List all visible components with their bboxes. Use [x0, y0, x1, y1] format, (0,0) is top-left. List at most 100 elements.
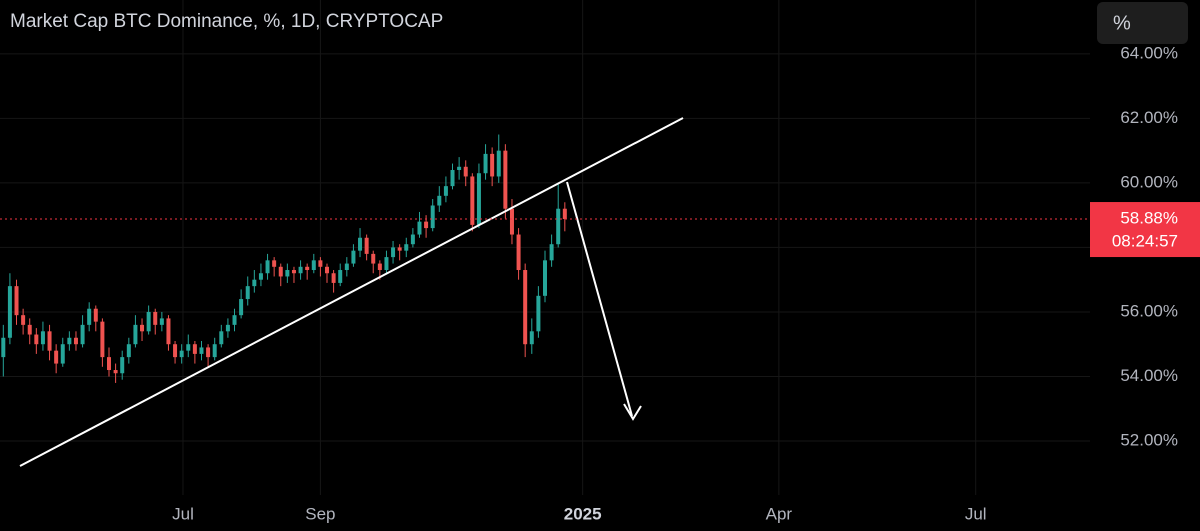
candles [1, 134, 567, 383]
candle-body [126, 344, 131, 358]
scale-button[interactable] [1097, 2, 1188, 44]
candle-body [265, 260, 270, 274]
candle-body [159, 318, 164, 325]
y-tick-label: 52.00% [1120, 430, 1178, 449]
candle-body [305, 266, 310, 271]
candle-body [457, 166, 462, 171]
y-tick-label: 54.00% [1120, 366, 1178, 385]
candle-body [430, 205, 435, 229]
candle-body [463, 166, 468, 177]
arrow-head [623, 403, 642, 421]
candle-body [113, 370, 118, 374]
candle-body [325, 266, 329, 274]
candle-body [186, 344, 191, 351]
candle-body [179, 350, 184, 358]
candle-body [107, 357, 111, 371]
candle-body [245, 286, 250, 300]
candle-body [523, 270, 528, 345]
candle-body [232, 315, 237, 325]
candle-body [424, 221, 429, 229]
candle-body [338, 270, 343, 283]
candle-body [272, 260, 277, 267]
candle-body [80, 324, 85, 345]
candle-body [285, 270, 290, 277]
candle-body [60, 344, 65, 364]
candle-body [219, 331, 224, 345]
chart-title: Market Cap BTC Dominance, %, 1D, CRYPTOC… [10, 11, 443, 32]
x-tick-label: 2025 [564, 504, 602, 523]
y-tick-label: 56.00% [1120, 301, 1178, 320]
candle-body [166, 318, 171, 345]
y-tick-label: 64.00% [1120, 43, 1178, 62]
candle-body [391, 247, 396, 258]
candle-body [14, 286, 19, 316]
candle-body [509, 208, 514, 235]
candle-body [1, 337, 6, 358]
candle-body [278, 266, 283, 277]
candle-body [562, 208, 567, 220]
last-price-box [1090, 202, 1200, 258]
grid [0, 0, 1090, 495]
candle-body [153, 311, 158, 325]
candle-body [120, 357, 125, 374]
candle-body [384, 257, 389, 271]
candle-body [556, 208, 561, 245]
candle-body [192, 344, 197, 354]
candle-body [516, 234, 521, 271]
candle-body [496, 150, 501, 177]
candle-body [225, 324, 230, 332]
candle-body [40, 331, 45, 345]
candle-body [331, 273, 336, 283]
candle-body [21, 315, 26, 325]
candle-body [417, 221, 422, 235]
candle-body [529, 331, 534, 345]
x-tick-label: Apr [766, 504, 793, 523]
candle-body [344, 263, 349, 271]
candle-body [27, 324, 32, 335]
candle-body [470, 176, 475, 225]
candle-body [377, 263, 382, 271]
candle-body [536, 295, 541, 332]
candle-body [291, 270, 296, 274]
candle-body [298, 266, 303, 274]
x-tick-label: Jul [965, 504, 987, 523]
candle-body [358, 237, 363, 251]
candle-body [212, 344, 217, 358]
candle-body [437, 195, 442, 206]
candle-body [140, 324, 145, 332]
candle-body [483, 153, 488, 174]
candle-body [239, 299, 244, 316]
trend-line [19, 117, 684, 467]
candle-body [371, 253, 376, 264]
candle-body [404, 244, 409, 251]
candle-body [410, 234, 415, 245]
candle-body [318, 260, 323, 267]
candle-body [54, 350, 59, 364]
candle-body [199, 347, 204, 354]
countdown-label: 08:24:57 [1112, 232, 1178, 251]
candle-body [476, 173, 481, 225]
candle-body [258, 273, 263, 280]
candle-body [146, 311, 151, 332]
candle-body [87, 308, 92, 325]
x-tick-label: Sep [305, 504, 335, 523]
candle-body [490, 153, 495, 177]
candle-body [7, 286, 12, 338]
candle-body [549, 244, 554, 261]
candle-body [543, 260, 547, 296]
candle-body [311, 260, 316, 271]
candle-body [173, 344, 178, 358]
candle-body [67, 337, 72, 345]
candle-body [93, 308, 98, 322]
candle-body [397, 247, 402, 251]
candle-body [34, 334, 39, 345]
candle-body [503, 150, 508, 209]
candle-body [206, 347, 211, 358]
scale-button-label[interactable]: % [1113, 12, 1131, 34]
candle-body [73, 337, 78, 345]
candle-body [443, 186, 448, 196]
x-tick-label: Jul [172, 504, 194, 523]
arrow-line [566, 181, 633, 417]
candle-body [450, 170, 455, 187]
